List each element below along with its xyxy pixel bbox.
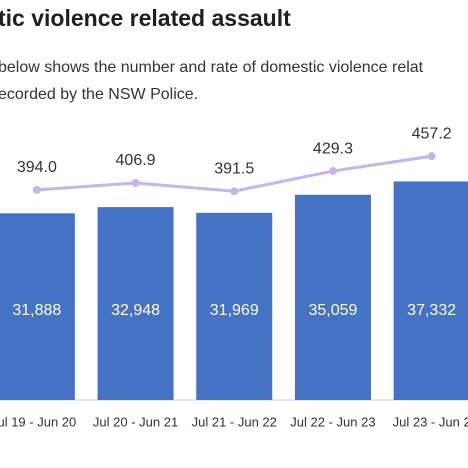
description: below shows the number and rate of domes…: [0, 59, 424, 76]
bar: [97, 207, 174, 400]
bar-value-label: 37,332: [407, 302, 456, 319]
bar: [294, 194, 371, 400]
x-tick-label: ul 19 - Jun 20: [0, 414, 76, 429]
x-tick-label: Jul 23 - Jun 2: [393, 414, 468, 429]
bar: [0, 213, 75, 400]
line-value-label: 391.5: [214, 160, 254, 177]
bar-value-label: 31,969: [210, 302, 259, 319]
line-value-label: 406.9: [116, 152, 156, 169]
bar-value-label: 32,948: [111, 302, 160, 319]
bar: [196, 212, 273, 400]
line-value-label: 429.3: [313, 140, 353, 157]
rate-point: [32, 185, 41, 194]
bar-value-label: 35,059: [308, 302, 357, 319]
line-value-label: 394.0: [17, 159, 57, 176]
rate-point: [427, 152, 436, 161]
description: ecorded by the NSW Police.: [0, 86, 198, 103]
x-tick-label: Jul 20 - Jun 21: [93, 414, 178, 429]
bar-value-label: 31,888: [12, 302, 61, 319]
rate-point: [230, 187, 239, 196]
x-tick-label: Jul 22 - Jun 23: [290, 414, 375, 429]
x-tick-label: Jul 21 - Jun 22: [192, 414, 277, 429]
line-value-label: 457.2: [412, 125, 452, 142]
rate-point: [131, 178, 140, 187]
bar: [393, 181, 468, 400]
chart-title: tic violence related assault: [0, 5, 291, 31]
rate-point: [328, 167, 337, 176]
